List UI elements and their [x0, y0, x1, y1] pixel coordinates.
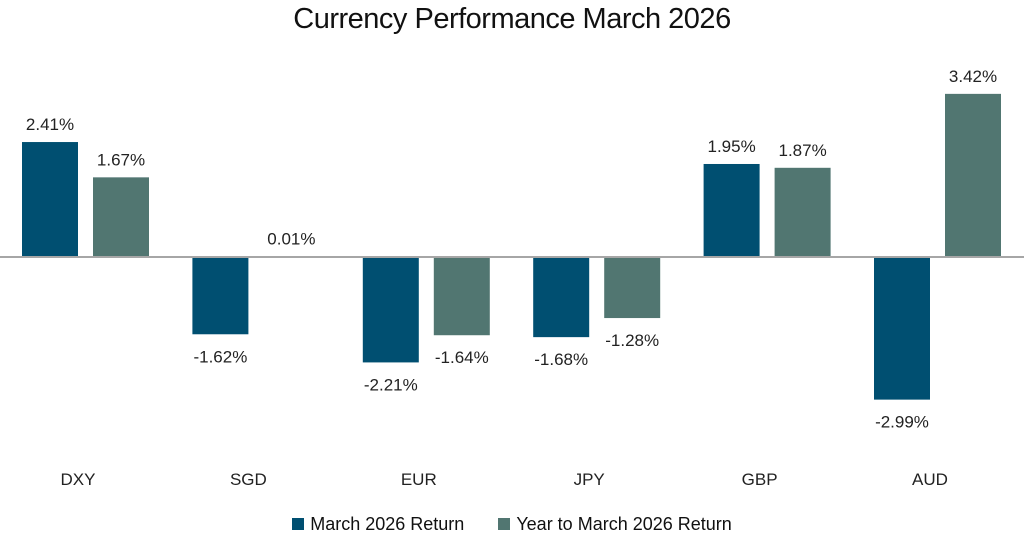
x-tick-label-dxy: DXY	[61, 470, 96, 489]
legend: March 2026 Return Year to March 2026 Ret…	[0, 512, 1024, 536]
x-tick-label-gbp: GBP	[742, 470, 778, 489]
data-label-sgd-march-return: -1.62%	[193, 347, 247, 366]
x-tick-label-sgd: SGD	[230, 470, 267, 489]
x-axis-tick-labels: DXY SGD EUR JPY GBP AUD	[61, 470, 948, 489]
bar-jpy-ytd-return[interactable]	[604, 257, 661, 319]
bar-chart: 2.41%1.67%-1.62%0.01%-2.21%-1.64% -1.68%-…	[0, 67, 1024, 489]
data-label-jpy-ytd-return: -1.28%	[605, 331, 659, 350]
bars-layer	[22, 93, 1001, 400]
data-label-sgd-ytd-return: 0.01%	[267, 230, 315, 249]
data-label-eur-ytd-return: -1.64%	[435, 348, 489, 367]
data-labels-layer: 2.41%1.67%-1.62%0.01%-2.21%-1.64% -1.68%-…	[26, 67, 997, 432]
legend-item-ytd-return[interactable]: Year to March 2026 Return	[498, 512, 732, 536]
data-label-dxy-ytd-return: 1.67%	[97, 150, 145, 169]
x-tick-label-eur: EUR	[401, 470, 437, 489]
data-label-dxy-march-return: 2.41%	[26, 115, 74, 134]
legend-swatch-march-return	[292, 518, 305, 530]
legend-label: March 2026 Return	[310, 514, 465, 534]
bar-sgd-march-return[interactable]	[192, 257, 249, 335]
x-tick-label-aud: AUD	[912, 470, 948, 489]
bar-aud-march-return[interactable]	[874, 257, 930, 400]
bar-eur-march-return[interactable]	[362, 257, 419, 363]
bar-gbp-march-return[interactable]	[703, 163, 760, 257]
legend-label: Year to March 2026 Return	[516, 514, 732, 534]
legend-swatch-ytd-return	[498, 518, 511, 530]
bar-dxy-ytd-return[interactable]	[93, 177, 149, 257]
data-label-gbp-march-return: 1.95%	[707, 137, 755, 156]
bar-gbp-ytd-return[interactable]	[774, 167, 831, 257]
data-label-jpy-march-return: -1.68%	[534, 350, 588, 369]
data-label-gbp-ytd-return: 1.87%	[778, 141, 826, 160]
legend-item-march-return[interactable]: March 2026 Return	[292, 512, 464, 536]
bar-jpy-march-return[interactable]	[533, 257, 590, 338]
data-label-aud-march-return: -2.99%	[875, 413, 929, 432]
data-label-aud-ytd-return: 3.42%	[949, 67, 997, 86]
bar-dxy-march-return[interactable]	[22, 142, 78, 257]
bar-aud-ytd-return[interactable]	[945, 93, 1001, 257]
data-label-eur-march-return: -2.21%	[364, 375, 418, 394]
bar-eur-ytd-return[interactable]	[433, 257, 490, 336]
x-tick-label-jpy: JPY	[574, 470, 605, 489]
chart-title: Currency Performance March 2026	[293, 3, 731, 35]
